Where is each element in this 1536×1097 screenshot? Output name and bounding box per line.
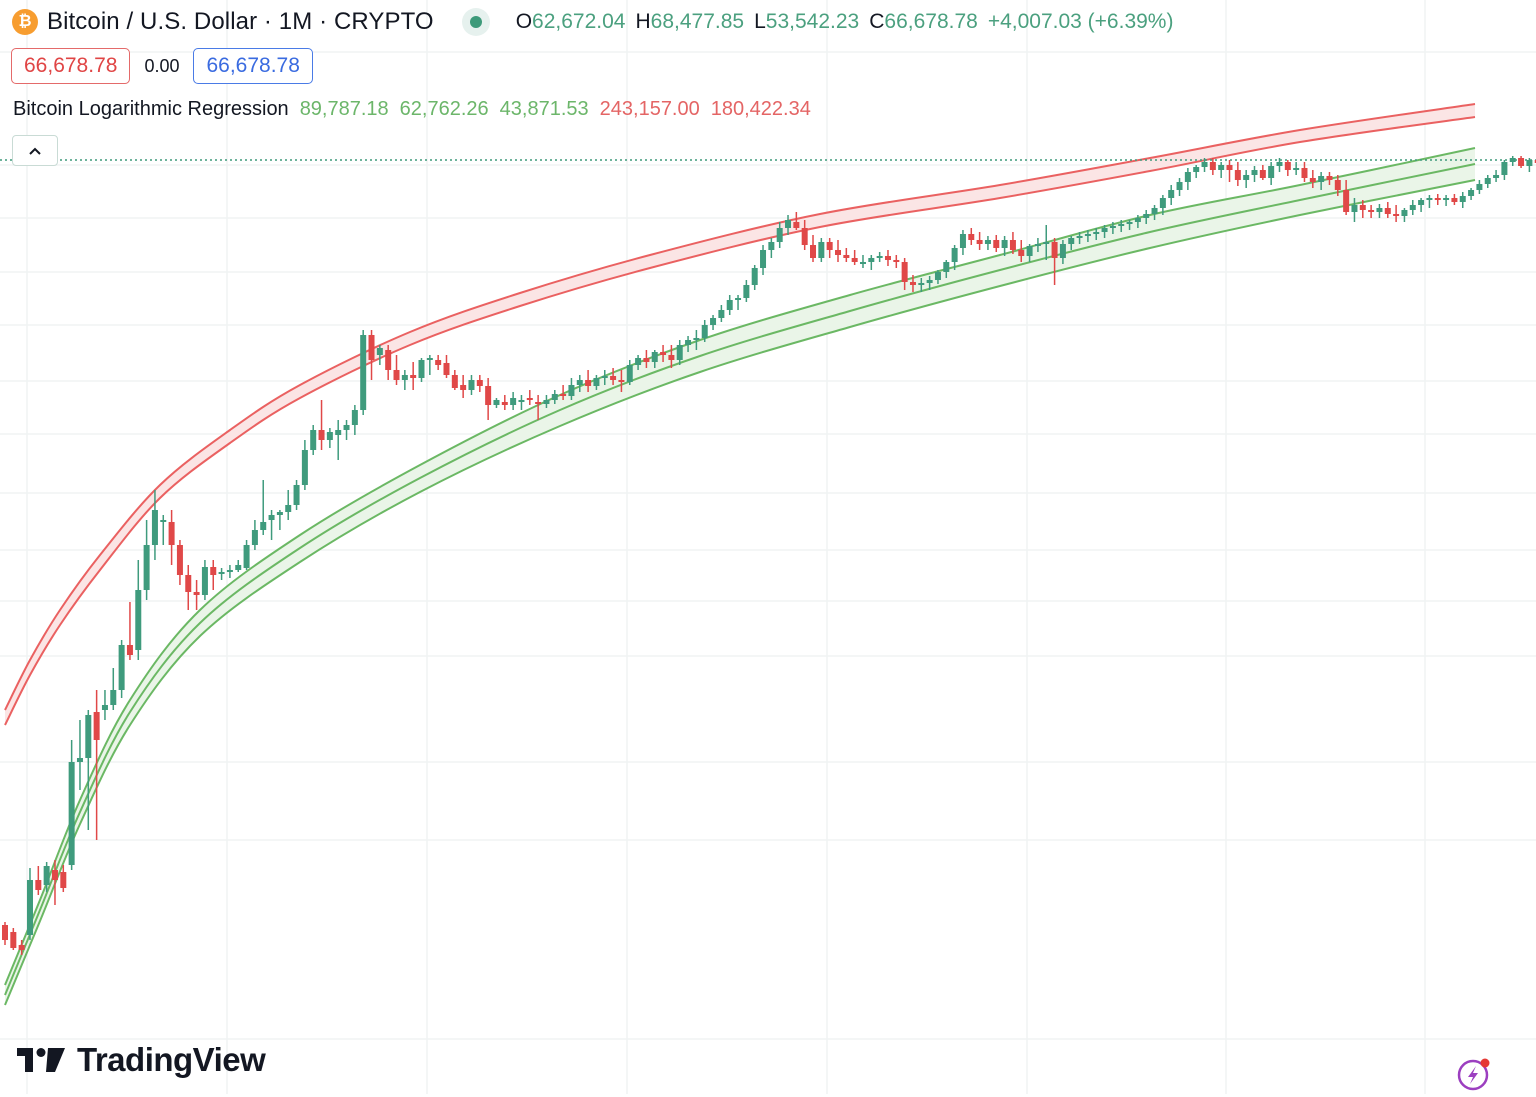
sell-price-button[interactable]: 66,678.78: [11, 48, 131, 84]
buy-price-button[interactable]: 66,678.78: [193, 48, 313, 84]
green-band-mid-value: 62,762.26: [399, 98, 489, 120]
green-band-upper-value: 89,787.18: [299, 98, 389, 120]
collapse-legend-button[interactable]: [12, 135, 58, 166]
market-status-indicator[interactable]: [461, 8, 490, 36]
tradingview-logo-icon: [17, 1048, 65, 1072]
open-label: O: [515, 10, 533, 33]
red-band-upper-value: 243,157.00: [599, 98, 700, 120]
trade-price-row: 66,678.78 0.00 66,678.78: [11, 48, 313, 84]
market-open-dot-icon: [469, 16, 482, 28]
indicator-legend[interactable]: Bitcoin Logarithmic Regression 89,787.18…: [13, 98, 811, 121]
symbol-title[interactable]: Bitcoin / U.S. Dollar · 1M · CRYPTO: [47, 8, 434, 35]
red-band-lower-value: 180,422.34: [710, 98, 811, 120]
lightning-icon: [1457, 1058, 1490, 1091]
symbol-header: ₿ Bitcoin / U.S. Dollar · 1M · CRYPTO O6…: [12, 6, 1173, 38]
low-value: 53,542.23: [765, 10, 860, 33]
high-label: H: [635, 10, 651, 33]
close-label: C: [869, 10, 885, 33]
high-value: 68,477.85: [650, 10, 745, 33]
open-value: 62,672.04: [532, 10, 626, 33]
candlesticks: [2, 156, 1536, 955]
chevron-up-icon: [29, 147, 41, 155]
tradingview-logo[interactable]: TradingView: [17, 1040, 266, 1080]
indicator-name[interactable]: Bitcoin Logarithmic Regression: [13, 98, 289, 120]
lightning-button[interactable]: [1456, 1056, 1492, 1092]
low-label: L: [754, 10, 766, 33]
tradingview-logo-text: TradingView: [77, 1041, 266, 1078]
price-change: +4,007.03 (+6.39%): [987, 10, 1174, 33]
regression-bands: [4, 103, 1476, 1006]
green-band-lower-value: 43,871.53: [499, 98, 589, 120]
close-value: 66,678.78: [884, 10, 978, 33]
spread-value: 0.00: [144, 55, 180, 76]
ohlc-values: O62,672.04 H68,477.85 L53,542.23 C66,678…: [516, 10, 1174, 34]
bitcoin-icon: ₿: [12, 9, 38, 35]
